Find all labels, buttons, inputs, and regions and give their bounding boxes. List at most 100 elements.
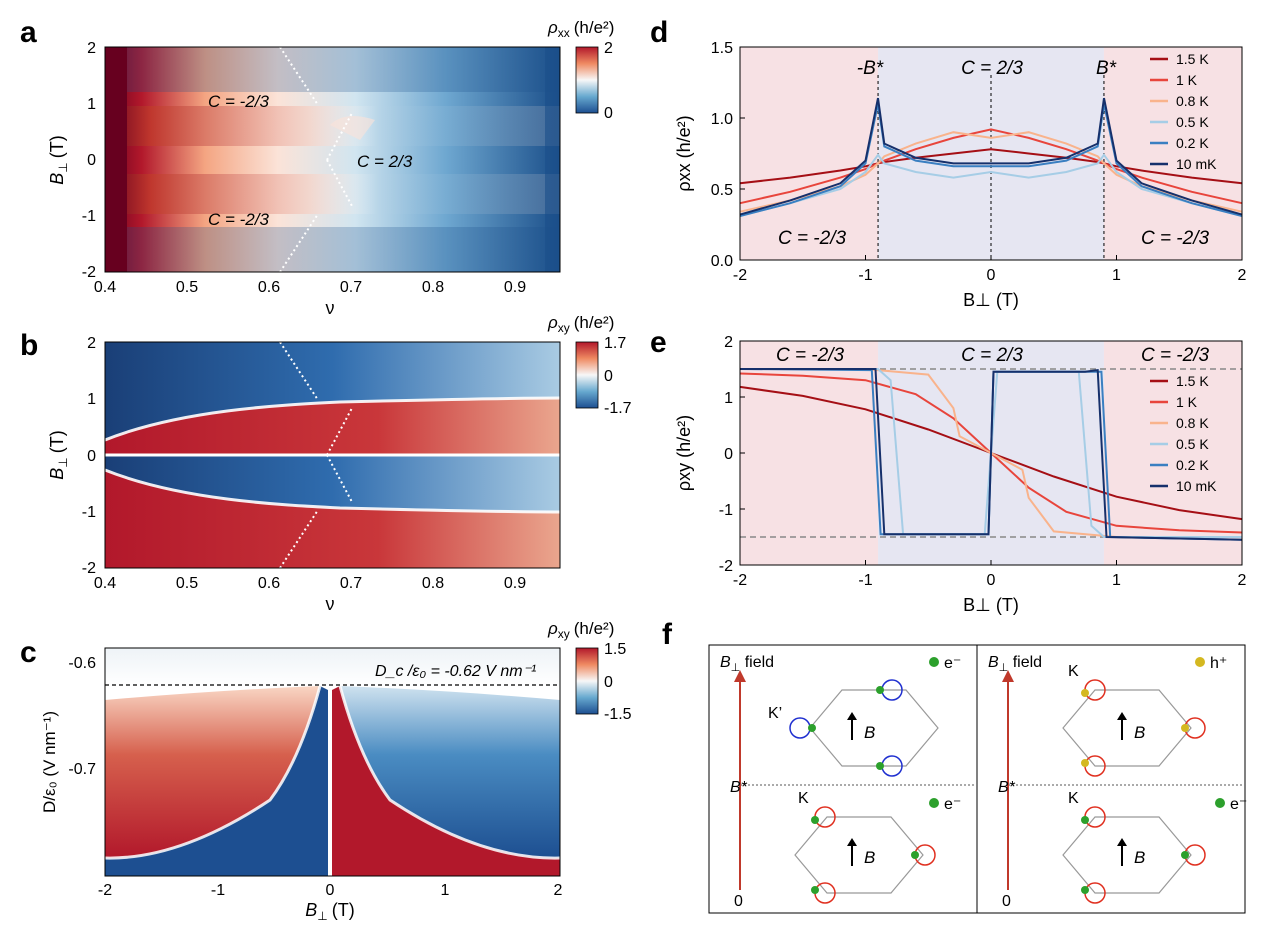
series-line-5 [739, 97, 1243, 216]
annotation: -B* [857, 58, 884, 79]
panel-b-cbar-label: ρxy (h/e²) [547, 313, 614, 335]
panel-b-xtick: 0.6 [258, 575, 280, 592]
y-tick-label: 1 [724, 390, 733, 407]
panel-a-xtick: 0.6 [258, 279, 280, 296]
x-axis-label: B⊥ (T) [963, 595, 1019, 615]
panel-a-xtick: 0.9 [504, 279, 526, 296]
x-tick-label: -1 [858, 267, 872, 284]
y-tick-label: 0.5 [711, 182, 733, 199]
panel-b-xtick: 0.4 [94, 575, 116, 592]
panel-a-xtick: 0.5 [176, 279, 198, 296]
carrier-label-right-top: h⁺ [1210, 655, 1227, 672]
panel-a-colorbar [575, 46, 599, 114]
panel-b-cbar-tick: 0 [604, 368, 613, 385]
y-tick-label: -1 [719, 502, 733, 519]
panel-c-ylabel: D/ε₀ (V nm⁻¹) [40, 711, 59, 813]
y-tick-label: -2 [719, 558, 733, 575]
panel-a-cbar-label: ρxx (h/e²) [547, 18, 614, 40]
panel-a-cbar-tick: 2 [604, 40, 613, 57]
panel-b-cbar-tick: -1.7 [604, 400, 632, 417]
panel-c-xtick: -2 [98, 882, 112, 899]
panel-c-xtick: 0 [326, 882, 335, 899]
legend-label: 1.5 K [1176, 373, 1209, 389]
bstar-label-right: B* [998, 779, 1016, 796]
panel-c: D_c /ε₀ = -0.62 V nm⁻¹ -0.6 -0.7 -2 -1 0… [40, 619, 632, 923]
hexagon-bz-icon [1062, 689, 1192, 767]
panel-a-xtick: 0.8 [422, 279, 444, 296]
panel-letter-e: e [650, 326, 667, 359]
valley-label-left-bottom: K [798, 790, 809, 807]
panel-letter-a: a [20, 16, 37, 49]
panel-a-annotation-lower: C = -2/3 [208, 210, 269, 229]
legend-label: 0.5 K [1176, 436, 1209, 452]
panel-c-annotation: D_c /ε₀ = -0.62 V nm⁻¹ [375, 663, 536, 680]
annotation: C = -2/3 [1141, 228, 1210, 249]
y-tick-label: 2 [724, 334, 733, 351]
panel-c-xtick: -1 [211, 882, 225, 899]
y-axis-label: ρxx (h/e²) [674, 115, 694, 191]
phase-region-left [740, 47, 879, 260]
panel-c-colorbar [575, 647, 599, 715]
zero-label-left: 0 [734, 893, 743, 910]
hexagon-bz-icon [794, 816, 924, 894]
panel-b-cbar-tick: 1.7 [604, 335, 626, 352]
x-tick-label: -2 [733, 267, 747, 284]
panel-b-ytick: 0 [87, 448, 96, 465]
electron-legend-icon [1215, 798, 1225, 808]
panel-e-chart: -2 -1 0 1 2 2 1 0 -1 -2 B⊥ (T) ρxy (h/e²) 1.5 K 1 K 0.… [674, 334, 1247, 615]
panel-c-cbar-tick: 0 [604, 674, 613, 691]
carrier-label-left-bottom: e⁻ [944, 796, 961, 813]
legend-label: 0.5 K [1176, 114, 1209, 130]
panel-a-ytick: -1 [82, 208, 96, 225]
panel-a-ytick: 2 [87, 40, 96, 57]
panel-c-ytick: -0.6 [68, 655, 96, 672]
y-tick-label: 1.5 [711, 40, 733, 57]
legend-label: 0.2 K [1176, 457, 1209, 473]
series-line-4 [739, 103, 1243, 217]
panel-b-xtick: 0.9 [504, 575, 526, 592]
panel-b: 2 1 0 -1 -2 0.4 0.5 0.6 0.7 0.8 0.9 ν B⊥… [47, 313, 632, 614]
panel-a-x-ticks: 0.4 0.5 0.6 0.7 0.8 0.9 [94, 279, 526, 296]
legend-label: 0.8 K [1176, 93, 1209, 109]
annotation: C = -2/3 [776, 345, 845, 366]
panel-b-ytick: -1 [82, 504, 96, 521]
panel-a-y-ticks: 2 1 0 -1 -2 [82, 40, 96, 281]
panel-letter-b: b [20, 329, 38, 362]
panel-b-xlabel: ν [326, 594, 335, 614]
panel-c-xtick: 1 [441, 882, 450, 899]
x-tick-label: 0 [987, 267, 996, 284]
y-axis-label: ρxy (h/e²) [674, 415, 694, 491]
legend-label: 10 mK [1176, 156, 1217, 172]
panel-a-band-lower [105, 174, 560, 214]
legend-label: 1 K [1176, 394, 1198, 410]
hole-legend-icon [1195, 657, 1205, 667]
panel-c-ytick: -0.7 [68, 761, 96, 778]
hexagon-bz-icon [809, 689, 939, 767]
x-axis-label: B⊥ (T) [963, 290, 1019, 310]
panel-a-ytick: -2 [82, 264, 96, 281]
y-tick-label: 1.0 [711, 111, 733, 128]
legend-label: 0.2 K [1176, 135, 1209, 151]
field-label-left: B⊥ field [720, 654, 774, 674]
panel-a-annotation-upper: C = -2/3 [208, 92, 269, 111]
electron-legend-icon [929, 657, 939, 667]
panel-d-chart: -2 -1 0 1 2 0.0 0.5 1.0 1.5 B⊥ (T) ρxx (h/e²) 1.5 K… [674, 40, 1247, 310]
series-line-3 [739, 153, 1243, 217]
annotation: C = -2/3 [778, 228, 847, 249]
panel-a-ytick: 1 [87, 96, 96, 113]
panel-b-ytick: 1 [87, 391, 96, 408]
panel-c-cbar-tick: -1.5 [604, 706, 632, 723]
annotation: B* [1096, 58, 1117, 79]
panel-a-xtick: 0.7 [340, 279, 362, 296]
x-tick-label: -1 [858, 572, 872, 589]
legend-label: 1 K [1176, 72, 1198, 88]
panel-letter-f: f [662, 618, 673, 651]
phase-region-right [1103, 47, 1242, 260]
legend-label: 10 mK [1176, 478, 1217, 494]
panel-b-ytick: 2 [87, 335, 96, 352]
panel-a-cbar-tick: 0 [604, 105, 613, 122]
panel-letter-d: d [650, 16, 668, 49]
carrier-label-right-bottom: e⁻ [1230, 796, 1247, 813]
zero-label-right: 0 [1002, 893, 1011, 910]
panel-f: B⊥ field B* 0 e⁻ e⁻ B K’ B K B⊥ field B*… [708, 644, 1247, 914]
